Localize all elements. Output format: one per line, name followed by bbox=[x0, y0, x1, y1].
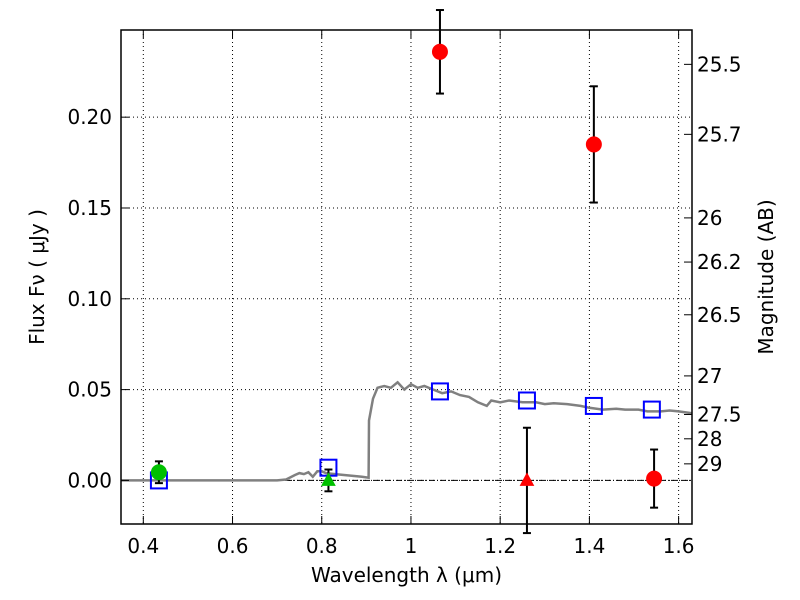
measured-flux-point bbox=[431, 43, 448, 60]
right-tick-label: 25.7 bbox=[697, 122, 742, 146]
y-tick-label: 0.00 bbox=[67, 468, 112, 492]
right-axis-label: Magnitude (AB) bbox=[754, 199, 778, 354]
right-tick-label: 27.5 bbox=[697, 402, 742, 426]
y-tick-label: 0.20 bbox=[67, 105, 112, 129]
model-flux-square bbox=[584, 396, 603, 415]
x-tick-label: 0.4 bbox=[127, 534, 159, 558]
x-tick-label: 0.8 bbox=[306, 534, 338, 558]
grid bbox=[121, 30, 692, 524]
axis-ticks: 0.4 0.6 0.8 1 1.2 1.4 1.6 0.00 0.05 0.10 0.15 0.20 2… bbox=[67, 30, 742, 558]
upper-limit-triangle bbox=[321, 472, 336, 486]
right-tick-label: 26 bbox=[697, 206, 722, 230]
x-tick-label: 1 bbox=[405, 534, 418, 558]
y-tick-label: 0.05 bbox=[67, 378, 112, 402]
model-flux-square bbox=[430, 382, 449, 401]
model-flux-square bbox=[517, 391, 536, 410]
measured-flux-point bbox=[646, 470, 663, 487]
right-tick-label: 25.5 bbox=[697, 52, 742, 76]
right-tick-label: 27 bbox=[697, 364, 722, 388]
plot-area bbox=[121, 9, 693, 535]
x-axis-label: Wavelength λ (μm) bbox=[311, 563, 502, 587]
x-tick-label: 0.6 bbox=[217, 534, 249, 558]
x-tick-label: 1.6 bbox=[663, 534, 695, 558]
x-tick-label: 1.2 bbox=[484, 534, 516, 558]
right-tick-label: 26.2 bbox=[697, 250, 742, 274]
right-tick-label: 28 bbox=[697, 427, 722, 451]
model-flux-square bbox=[642, 400, 661, 419]
measured-flux-point bbox=[585, 136, 602, 153]
right-tick-label: 26.5 bbox=[697, 303, 742, 327]
y-axis-label: Flux Fν ( μJy ) bbox=[25, 209, 49, 345]
y-tick-label: 0.10 bbox=[67, 287, 112, 311]
y-tick-label: 0.15 bbox=[67, 196, 112, 220]
right-tick-label: 29 bbox=[697, 452, 722, 476]
x-tick-label: 1.4 bbox=[573, 534, 605, 558]
upper-limit-triangle bbox=[519, 472, 535, 486]
measured-flux-point bbox=[150, 464, 167, 481]
model-spectrum-line bbox=[121, 380, 693, 482]
plot-frame bbox=[120, 29, 693, 525]
